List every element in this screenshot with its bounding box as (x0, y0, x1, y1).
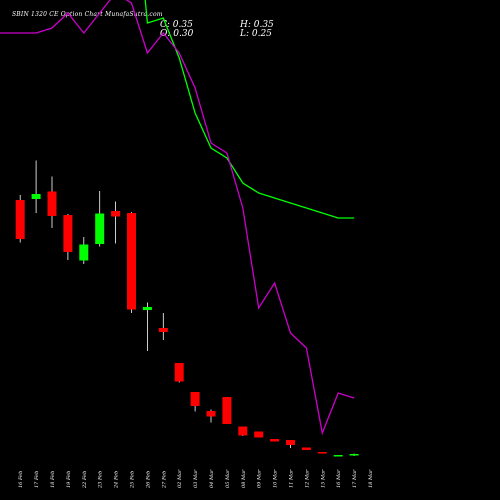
x-tick-label: 17 Feb (34, 471, 40, 488)
candle-body (15, 200, 25, 239)
indicator-line-2 (0, 0, 355, 436)
candle-body (190, 392, 200, 406)
candle-body (222, 397, 232, 424)
low-value: L: 0.25 (240, 29, 272, 39)
x-tick-label: 15 Mar (320, 469, 326, 488)
x-tick-label: 03 Mar (193, 469, 199, 488)
x-tick-label: 05 Mar (225, 469, 231, 488)
candle-body (286, 440, 295, 445)
candle-body (333, 455, 343, 457)
candle-body (127, 213, 136, 310)
x-tick-label: 02 Mar (177, 469, 183, 488)
candle-body (349, 454, 359, 456)
x-tick-label: 18 Feb (50, 471, 56, 488)
x-tick-label: 11 Mar (289, 469, 295, 488)
candle-body (142, 307, 152, 310)
chart-title: SBIN 1320 CE Option Chart MunafaSutra.co… (12, 11, 163, 18)
x-tick-label: 08 Mar (241, 469, 247, 488)
candle-body (174, 363, 184, 382)
candle-body (317, 452, 327, 454)
candle-body (95, 213, 105, 244)
candle-body (238, 426, 248, 436)
open-value: O: 0.30 (160, 29, 194, 39)
candle-body (270, 439, 280, 442)
x-tick-label: 16 Mar (336, 469, 342, 488)
x-tick-label: 24 Feb (114, 471, 120, 489)
x-tick-label: 26 Feb (145, 471, 151, 489)
candle-body (206, 411, 216, 417)
candle-body (158, 328, 168, 332)
candle-body (47, 191, 57, 216)
x-tick-label: 27 Feb (161, 471, 167, 489)
candle-body (111, 211, 121, 217)
close-value: C: 0.35 (160, 20, 193, 30)
x-tick-label: 22 Feb (82, 471, 88, 489)
x-tick-label: 10 Mar (273, 469, 279, 488)
x-tick-label: 09 Mar (257, 469, 263, 488)
indicator-line-1 (144, 0, 355, 219)
candle-body (254, 431, 264, 438)
x-tick-label: 25 Feb (130, 471, 136, 489)
x-tick-label: 12 Mar (304, 469, 310, 488)
candle-body (63, 215, 73, 252)
x-tick-label: 19 Feb (66, 471, 72, 488)
x-tick-label: 23 Feb (98, 471, 104, 489)
high-value: H: 0.35 (240, 20, 274, 30)
candle-body (31, 194, 41, 199)
x-tick-label: 18 Mar (368, 469, 374, 488)
x-tick-label: 04 Mar (209, 469, 215, 488)
candle-body (79, 244, 89, 261)
candle-body (301, 447, 311, 450)
x-tick-label: 17 Mar (352, 469, 358, 488)
x-tick-label: 16 Feb (18, 471, 24, 488)
